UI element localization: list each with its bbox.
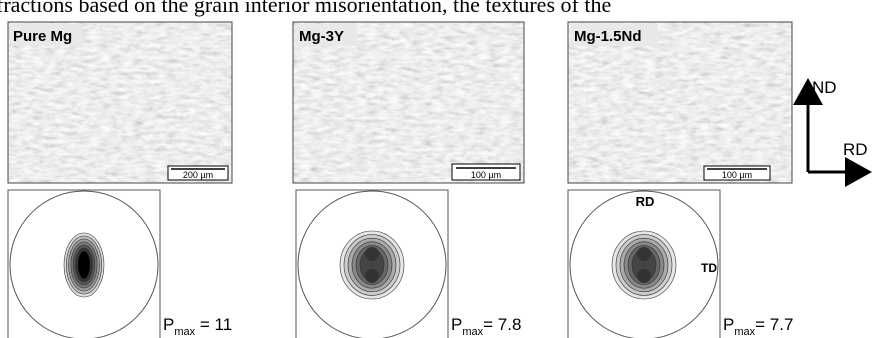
scale-bar-label: 100 µm (722, 170, 752, 180)
pmax-label: Pmax= 7.8 (451, 315, 521, 338)
pmax-label: Pmax= 7.7 (723, 315, 793, 338)
pmax-subscript: max (174, 326, 195, 338)
pmax-symbol: P (451, 315, 462, 334)
sample-label: Mg-1.5Nd (574, 28, 642, 45)
pmax-value: = 7.8 (483, 315, 521, 334)
rd-label: RD (636, 194, 655, 209)
td-label: TD (701, 261, 717, 275)
pmax-subscript: max (734, 326, 755, 338)
pole-figure: Pmax= 7.7 (568, 190, 793, 338)
micrograph: Mg-1.5Nd 100 µm (568, 22, 792, 183)
axes-indicator: ND RD (808, 78, 868, 172)
pmax-symbol: P (723, 315, 734, 334)
pmax-label: Pmax = 11 (163, 315, 232, 338)
pole-figure: Pmax = 11 (8, 190, 232, 338)
sample-label: Mg-3Y (299, 28, 344, 45)
axis-label: ND (812, 78, 837, 97)
figure: fractions based on the grain interior mi… (0, 0, 874, 338)
scale-bar-label: 200 µm (183, 170, 213, 180)
scale-bar-label: 100 µm (471, 170, 501, 180)
sample-label: Pure Mg (13, 28, 72, 45)
axis-label: RD (843, 140, 868, 159)
pole-figure: Pmax= 7.8 (296, 190, 521, 338)
pmax-value: = 11 (195, 315, 232, 334)
pmax-subscript: max (462, 326, 483, 338)
micrograph: Pure Mg 200 µm (8, 22, 232, 183)
pmax-symbol: P (163, 315, 174, 334)
header-text: fractions based on the grain interior mi… (0, 0, 611, 17)
micrograph: Mg-3Y 100 µm (293, 22, 524, 183)
pmax-value: = 7.7 (755, 315, 793, 334)
